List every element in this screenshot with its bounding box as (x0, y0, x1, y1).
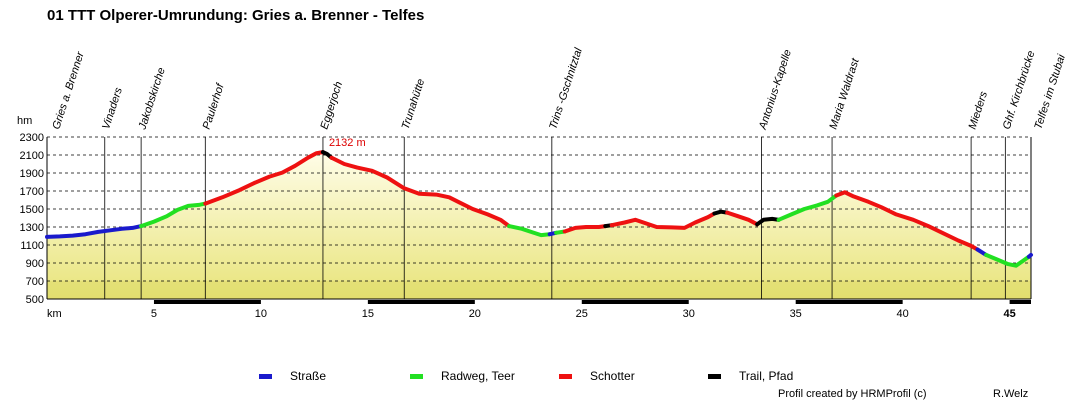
x-tick-label: 45 (1003, 308, 1015, 320)
x-tick-label: 35 (790, 308, 802, 320)
profile-segment-trail (712, 209, 730, 216)
x-tick-label: 40 (897, 308, 909, 320)
waypoint-label: Paulerhof (201, 82, 227, 131)
legend-swatch-trail (708, 374, 721, 380)
profile-segment-radweg (776, 193, 839, 222)
max-elevation-label: 2132 m (329, 137, 366, 149)
profile-segment-schotter (609, 211, 717, 230)
elevation-area (47, 152, 1031, 299)
waypoint-label: Trunahütte (400, 77, 428, 131)
chart-title: 01 TTT Olperer-Umrundung: Gries a. Brenn… (47, 7, 424, 24)
profile-segment-strasse (1026, 252, 1033, 259)
legend-label-radweg: Radweg, Teer (441, 369, 515, 383)
y-tick-label: 2100 (20, 150, 44, 162)
profile-segment-radweg (984, 252, 1031, 268)
waypoint-label: Antonius-Kapelle (757, 48, 794, 132)
profile-segment-radweg (507, 224, 552, 238)
y-tick-label: 1500 (20, 204, 44, 216)
waypoint-label: Mieders (967, 90, 991, 131)
legend-item-trail: Trail, Pfad (708, 369, 793, 383)
profile-segment-trail (755, 216, 781, 227)
profile-segment-schotter (329, 155, 512, 229)
legend-label-trail: Trail, Pfad (739, 369, 794, 383)
waypoint-label: Jakobskirche (136, 66, 168, 132)
profile-segment-schotter (203, 150, 325, 206)
waypoint-label: Vinaders (100, 86, 125, 131)
legend-item-strasse: Straße (259, 369, 326, 383)
waypoint-label: Ghf. Kirchbrücke (1001, 49, 1038, 131)
x-axis-label: km (47, 308, 62, 320)
y-axis-label: hm (17, 115, 32, 127)
x-track-segment (367, 300, 475, 304)
y-tick-label: 500 (26, 294, 44, 306)
legend-swatch-radweg (410, 374, 423, 380)
x-tick-label: 10 (255, 308, 267, 320)
y-tick-label: 1100 (20, 240, 44, 252)
waypoint-label: Telfes im Stubai (1032, 53, 1068, 131)
y-tick-label: 900 (26, 258, 44, 270)
y-tick-label: 2300 (20, 132, 44, 144)
x-tick-label: 15 (362, 308, 374, 320)
x-track-segment (153, 300, 261, 304)
profile-segment-schotter (834, 190, 980, 252)
x-tick-label: 5 (151, 308, 157, 320)
x-track-segment (581, 300, 689, 304)
x-track-segment (795, 300, 903, 304)
x-track-segment (1009, 300, 1031, 304)
x-tick-label: 25 (576, 308, 588, 320)
y-tick-label: 700 (26, 276, 44, 288)
legend-item-schotter: Schotter (559, 369, 635, 383)
waypoint-label: Maria Waldrast (828, 56, 862, 131)
profile-segment-strasse (45, 224, 144, 239)
legend-swatch-strasse (259, 374, 272, 380)
profile-segment-schotter (562, 224, 608, 234)
legend-item-radweg: Radweg, Teer (410, 369, 515, 383)
credit-text: Profil created by HRMProfil (c) (778, 388, 927, 400)
legend-label-schotter: Schotter (590, 369, 635, 383)
y-tick-label: 1700 (20, 186, 44, 198)
legend-label-strasse: Straße (290, 369, 327, 383)
x-tick-label: 30 (683, 308, 695, 320)
y-tick-label: 1300 (20, 222, 44, 234)
author-text: R.Welz (993, 388, 1029, 400)
waypoint-label: Eggerjoch (318, 80, 345, 131)
area-base-band (47, 281, 1031, 299)
waypoint-label: Trins -Gschnitztal (547, 46, 585, 131)
legend-swatch-schotter (559, 374, 572, 380)
profile-segment-schotter (725, 210, 760, 227)
waypoint-label: Gries a. Brenner (50, 49, 87, 131)
x-tick-label: 20 (469, 308, 481, 320)
profile-segment-radweg (139, 201, 208, 229)
y-tick-label: 1900 (20, 168, 44, 180)
